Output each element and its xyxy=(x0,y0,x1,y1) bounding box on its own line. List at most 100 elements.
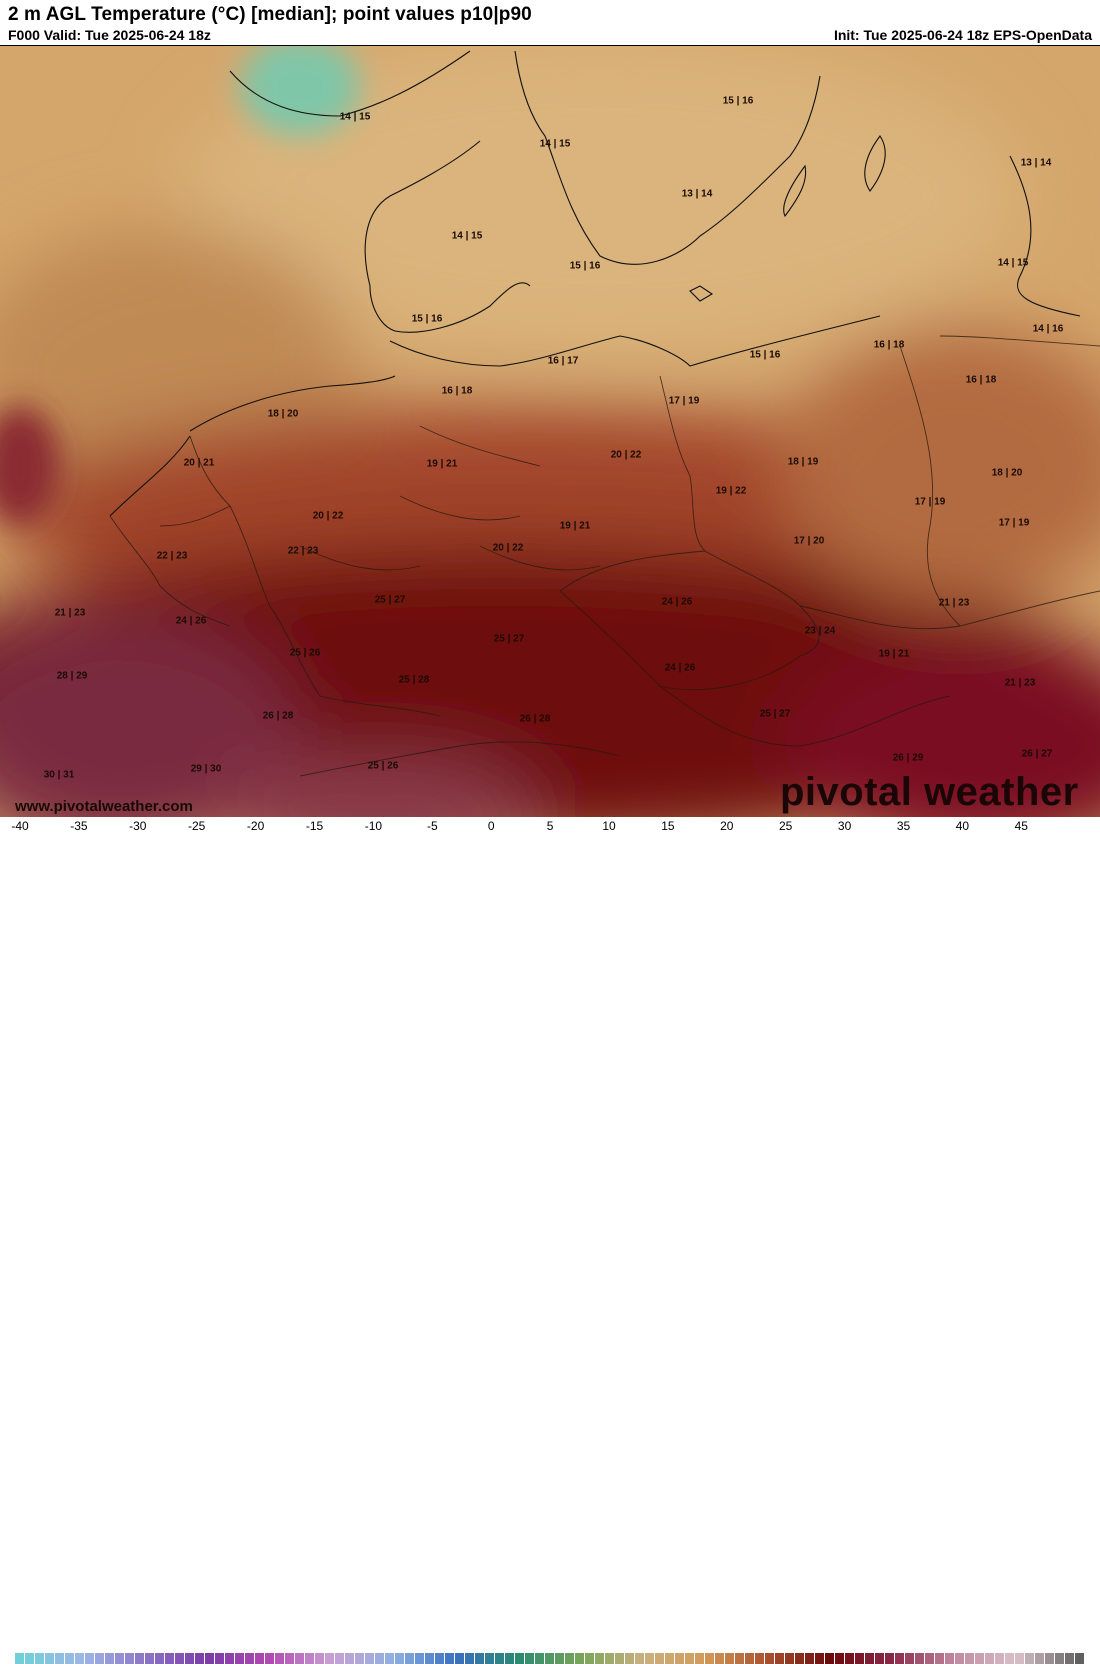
point-value: 25 | 26 xyxy=(289,647,321,659)
temperature-map[interactable]: 14 | 15 14 | 15 15 | 16 13 | 14 13 | 14 … xyxy=(0,36,1100,876)
legend-tick-label: 15 xyxy=(661,819,675,833)
germany-czechia-border xyxy=(559,550,706,592)
poland-belarus-border xyxy=(899,345,961,627)
legend-color-step xyxy=(1045,1653,1054,1664)
legend-color-step xyxy=(195,1653,204,1664)
point-value: 15 | 16 xyxy=(411,313,443,325)
legend-color-step xyxy=(505,1653,514,1664)
legend-color-step xyxy=(75,1653,84,1664)
legend-color-step xyxy=(585,1653,594,1664)
point-value: 26 | 29 xyxy=(892,752,924,764)
legend-color-step xyxy=(925,1653,934,1664)
legend-tick-label: -15 xyxy=(305,819,324,833)
legend-color-step xyxy=(45,1653,54,1664)
legend-color-step xyxy=(875,1653,884,1664)
point-value: 14 | 15 xyxy=(451,230,483,242)
point-value: 28 | 29 xyxy=(56,670,88,682)
legend-tick-label: -30 xyxy=(129,819,147,833)
legend-tick-label: 5 xyxy=(546,819,554,833)
point-value: 16 | 18 xyxy=(441,385,473,397)
legend-color-step xyxy=(1005,1653,1014,1664)
point-value: 14 | 15 xyxy=(539,138,571,150)
legend-color-step xyxy=(295,1653,304,1664)
point-value: 15 | 16 xyxy=(749,349,781,361)
norway-cold-spot xyxy=(240,36,360,136)
legend-color-step xyxy=(465,1653,474,1664)
point-value: 16 | 17 xyxy=(547,355,579,367)
legend-color-step xyxy=(315,1653,324,1664)
austria-hungary-border xyxy=(659,685,951,747)
legend-color-step xyxy=(935,1653,944,1664)
netherlands-coast xyxy=(109,435,191,517)
brand-watermark: pivotal weather xyxy=(780,770,1079,814)
legend-color-step xyxy=(835,1653,844,1664)
legend-color-step xyxy=(395,1653,404,1664)
legend-color-step xyxy=(435,1653,444,1664)
legend-color-step xyxy=(255,1653,264,1664)
legend-color-step xyxy=(515,1653,524,1664)
point-value: 20 | 21 xyxy=(183,457,215,469)
legend-color-step xyxy=(415,1653,424,1664)
site-watermark[interactable]: www.pivotalweather.com xyxy=(15,798,193,815)
legend-color-step xyxy=(575,1653,584,1664)
point-value: 20 | 22 xyxy=(610,449,642,461)
legend-color-step xyxy=(225,1653,234,1664)
map-title: 2 m AGL Temperature (°C) [median]; point… xyxy=(8,4,532,25)
legend-color-step xyxy=(735,1653,744,1664)
legend-colorbar xyxy=(15,1653,1084,1664)
point-value: 21 | 23 xyxy=(938,597,970,609)
point-value: 15 | 16 xyxy=(722,95,754,107)
point-value: 25 | 28 xyxy=(398,674,430,686)
point-value: 22 | 23 xyxy=(287,545,319,557)
point-value: 19 | 22 xyxy=(715,485,747,497)
legend-tick-label: -35 xyxy=(70,819,88,833)
legend-color-step xyxy=(185,1653,194,1664)
north-sea-coast xyxy=(189,375,396,432)
germany-poland-border xyxy=(659,375,706,552)
point-value: 26 | 28 xyxy=(519,713,551,725)
czechia-poland-border xyxy=(704,550,820,657)
legend-color-step xyxy=(145,1653,154,1664)
point-value: 17 | 20 xyxy=(793,535,825,547)
legend-tick-label: 10 xyxy=(602,819,616,833)
borders xyxy=(109,335,1100,777)
legend-color-step xyxy=(615,1653,624,1664)
legend-color-step xyxy=(555,1653,564,1664)
legend-tick-label: 45 xyxy=(1014,819,1028,833)
baltic-states-coast xyxy=(1009,155,1081,317)
legend-color-step xyxy=(215,1653,224,1664)
bay-of-biscay-spot xyxy=(0,406,60,526)
legend-color-step xyxy=(375,1653,384,1664)
point-value: 16 | 18 xyxy=(965,374,997,386)
point-value: 17 | 19 xyxy=(998,517,1030,529)
legend-color-step xyxy=(885,1653,894,1664)
legend-tick-label: -10 xyxy=(364,819,383,833)
point-value: 26 | 28 xyxy=(262,710,294,722)
norway-coast xyxy=(229,50,471,117)
legend-color-step xyxy=(715,1653,724,1664)
legend-color-step xyxy=(795,1653,804,1664)
alps-border xyxy=(299,741,621,777)
legend-color-step xyxy=(765,1653,774,1664)
point-value: 25 | 27 xyxy=(759,708,791,720)
legend-color-step xyxy=(285,1653,294,1664)
point-value: 29 | 30 xyxy=(190,763,222,775)
color-legend: -40 -35 -30 -25 -20 -15 -10 -5 0 5 10 15 20 25 30 35 40 4… xyxy=(0,817,1100,1664)
legend-color-step xyxy=(345,1653,354,1664)
point-value: 25 | 27 xyxy=(374,594,406,606)
legend-color-step xyxy=(325,1653,334,1664)
legend-color-step xyxy=(745,1653,754,1664)
legend-color-step xyxy=(955,1653,964,1664)
legend-color-step xyxy=(755,1653,764,1664)
legend-color-step xyxy=(1055,1653,1064,1664)
legend-color-step xyxy=(545,1653,554,1664)
legend-color-step xyxy=(645,1653,654,1664)
legend-color-step xyxy=(855,1653,864,1664)
init-time: Init: Tue 2025-06-24 18z EPS-OpenData xyxy=(833,27,1092,43)
legend-color-step xyxy=(665,1653,674,1664)
denmark-coast xyxy=(364,140,531,333)
legend-color-step xyxy=(1035,1653,1044,1664)
point-value: 24 | 26 xyxy=(175,615,207,627)
sweden-coast xyxy=(514,50,821,265)
southwest-hot-area xyxy=(0,616,300,856)
